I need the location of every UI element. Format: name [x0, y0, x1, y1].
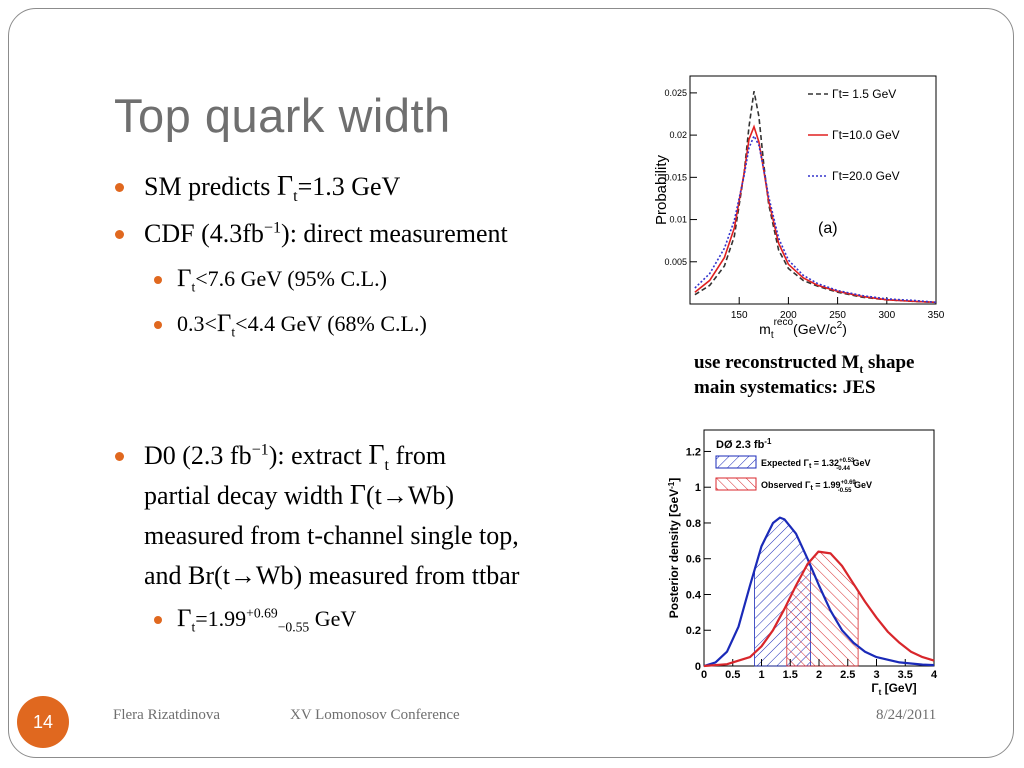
- x-axis-label: mtreco(GeV/c2): [759, 317, 847, 341]
- footer-date: 8/24/2011: [876, 707, 937, 723]
- y-axis-label: Probability: [653, 154, 670, 225]
- x-tick-label: 0: [701, 669, 707, 681]
- legend-label: Observed Γt = 1.99+0.69 -0.55 GeV: [761, 480, 872, 494]
- x-tick-label: 2.5: [840, 669, 855, 681]
- x-tick-label: 250: [829, 310, 846, 321]
- slide-frame: [8, 8, 1014, 758]
- x-tick-label: 4: [931, 669, 938, 681]
- series-line-0: [703, 516, 935, 668]
- x-axis-label: Γt [GeV]: [871, 681, 916, 696]
- y-tick-label: 1.2: [686, 446, 701, 458]
- slide-title: Top quark width: [114, 89, 451, 142]
- y-tick-label: 1: [695, 482, 701, 494]
- panel-title: DØ 2.3 fb-1: [716, 437, 772, 451]
- y-tick-label: 0.6: [686, 554, 701, 566]
- x-tick-label: 1: [758, 669, 764, 681]
- footer-event: XV Lomonosov Conference: [290, 707, 460, 723]
- x-tick-label: 350: [928, 310, 945, 321]
- series-line-2: [694, 134, 937, 304]
- legend-label: Γt= 1.5 GeV: [832, 87, 896, 101]
- legend-swatch: [715, 455, 757, 469]
- plot-caption: use reconstructed Mt shape main systemat…: [694, 352, 915, 398]
- series-line-1: [703, 550, 935, 668]
- legend-label: Γt=10.0 GeV: [832, 128, 900, 142]
- y-tick-label: 0.8: [686, 518, 701, 530]
- legend-label: Γt=20.0 GeV: [832, 169, 900, 183]
- posterior-density-chart: 0 0.5 1 1.5 2 2.5 3 3.5 4 0 0.2 0.4 0.6 0.8 1 1.2 DØ 2.…: [667, 429, 938, 696]
- bullet-cdf: CDF (4.3fb−1): direct measurement: [114, 214, 508, 254]
- bullet-cdf-limit: Γt<7.6 GeV (95% C.L.): [154, 262, 387, 296]
- y-tick-label: 0.025: [664, 88, 687, 98]
- page-number-badge: 14: [17, 696, 69, 748]
- y-tick-label: 0: [695, 661, 701, 673]
- x-tick-label: 3: [873, 669, 879, 681]
- y-tick-label: 0.01: [669, 215, 687, 225]
- x-tick-label: 1.5: [783, 669, 798, 681]
- panel-label: (a): [818, 220, 838, 237]
- y-tick-label: 0.2: [686, 625, 701, 637]
- x-tick-label: 0.5: [725, 669, 740, 681]
- x-tick-label: 2: [816, 669, 822, 681]
- footer-author: Flera Rizatdinova: [113, 707, 221, 723]
- bullet-sm-prediction: SM predicts Γt=1.3 GeV: [114, 167, 400, 207]
- mass-template-chart: 150 200 250 300 350 0.005 0.01 0.015 0.02 0.025 Γ…: [653, 75, 945, 341]
- legend-label: Expected Γt = 1.32+0.53 -0.44 GeV: [761, 458, 870, 472]
- y-tick-label: 0.015: [664, 172, 687, 182]
- x-tick-label: 3.5: [898, 669, 913, 681]
- y-tick-label: 0.4: [686, 589, 702, 601]
- y-axis-label: Posterior density [GeV-1]: [667, 478, 681, 619]
- bullet-d0-result: Γt=1.99+0.69−0.55 GeV: [154, 602, 356, 636]
- y-tick-label: 0.005: [664, 257, 687, 267]
- x-tick-label: 150: [731, 310, 748, 321]
- x-tick-label: 200: [780, 310, 797, 321]
- legend-swatch: [715, 477, 757, 491]
- y-tick-label: 0.02: [669, 130, 687, 140]
- plot-frame: [689, 75, 937, 305]
- bullet-cdf-range: 0.3<Γt<4.4 GeV (68% C.L.): [154, 307, 427, 341]
- bullet-d0: D0 (2.3 fb−1): extract Γt from partial d…: [114, 436, 654, 596]
- x-tick-label: 300: [878, 310, 895, 321]
